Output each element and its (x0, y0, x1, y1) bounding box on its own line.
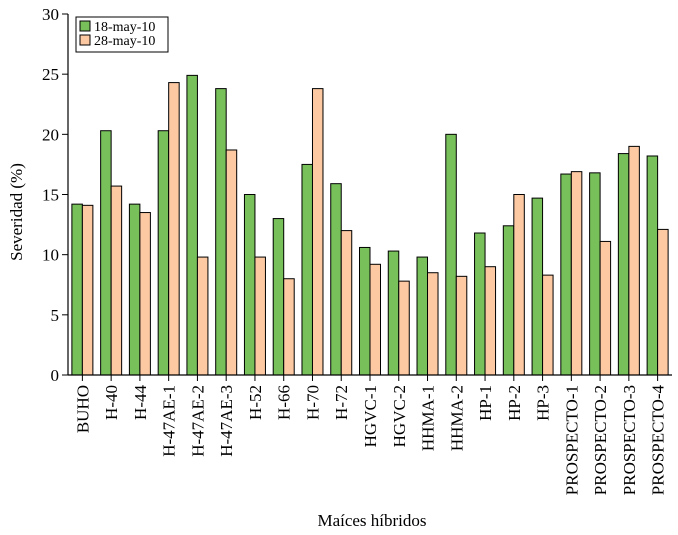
bar-28-may-10-H-40 (110, 185, 123, 376)
x-tick-label: H-52 (246, 385, 265, 420)
x-tick-label: HGVC-2 (390, 385, 409, 447)
bar-18-may-10-H-72 (330, 183, 342, 376)
bar-18-may-10-H-44 (128, 203, 141, 376)
bar-28-may-10-H-72 (340, 230, 353, 376)
x-tick-label: H-47AE-2 (188, 385, 207, 457)
y-tick-label: 0 (51, 366, 60, 385)
x-tick-label: H-66 (275, 385, 294, 420)
bar-28-may-10-HP-1 (484, 266, 497, 376)
bar-18-may-10-PROSPECTO-4 (646, 155, 659, 376)
bar-18-may-10-H-47AE-2 (186, 74, 198, 376)
x-tick-label: H-40 (102, 385, 121, 420)
x-tick-label: PROSPECTO-4 (649, 385, 668, 496)
bar-28-may-10-PROSPECTO-1 (570, 171, 583, 376)
x-tick-label: H-72 (332, 385, 351, 420)
x-tick-label: H-44 (131, 385, 150, 420)
bar-18-may-10-H-40 (100, 130, 112, 376)
legend-box (75, 16, 169, 53)
y-tick-label: 20 (42, 125, 59, 144)
bar-28-may-10-PROSPECTO-3 (628, 145, 640, 376)
bar-18-may-10-PROSPECTO-1 (560, 173, 572, 376)
bar-18-may-10-HGVC-1 (359, 246, 371, 376)
bar-18-may-10-H-52 (243, 194, 256, 376)
x-tick-label: H-70 (303, 385, 322, 420)
x-tick-label: HP-2 (505, 385, 524, 421)
bar-28-may-10-H-70 (311, 88, 324, 376)
bar-28-may-10-H-47AE-1 (168, 82, 180, 376)
bar-18-may-10-HP-2 (502, 225, 515, 376)
bar-18-may-10-HHMA-1 (416, 256, 429, 376)
x-tick-label: PROSPECTO-1 (562, 385, 581, 495)
x-tick-label: HHMA-1 (419, 385, 438, 451)
bar-28-may-10-PROSPECTO-4 (657, 228, 669, 376)
y-ticks-group: 0 5 10 15 20 25 30 (42, 5, 68, 385)
x-tick-label: H-47AE-1 (160, 385, 179, 457)
x-tick-label: H-47AE-3 (217, 385, 236, 457)
legend-swatch-28-may-10 (79, 34, 91, 46)
bar-18-may-10-HP-3 (531, 197, 544, 376)
bar-28-may-10-HHMA-2 (455, 275, 468, 376)
bar-28-may-10-H-47AE-3 (225, 149, 238, 376)
bar-28-may-10-H-44 (139, 212, 151, 376)
bar-18-may-10-H-66 (272, 218, 285, 376)
legend-label-28-may-10: 28-may-10 (94, 34, 155, 49)
bar-28-may-10-HHMA-1 (427, 272, 439, 376)
bar-18-may-10-HHMA-2 (445, 133, 457, 376)
bar-28-may-10-HGVC-2 (398, 280, 410, 376)
bar-28-may-10-H-47AE-2 (196, 256, 209, 376)
x-tick-label: HP-3 (534, 385, 553, 421)
bar-18-may-10-H-47AE-1 (157, 130, 170, 376)
x-tick-label: BUHO (73, 385, 92, 433)
x-tick-label: PROSPECTO-3 (620, 385, 639, 495)
bar-28-may-10-H-66 (283, 278, 295, 376)
y-tick-label: 30 (42, 5, 59, 24)
bar-18-may-10-H-70 (301, 163, 313, 376)
legend-swatch-18-may-10 (79, 20, 91, 32)
x-tick-label: PROSPECTO-2 (591, 385, 610, 495)
bar-28-may-10-HP-3 (542, 274, 554, 376)
bar-28-may-10-H-52 (254, 256, 266, 376)
x-ticks-group: BUHO H-40 H-44 H-47AE-1 H-47AE-2 H-47AE-3 H-52… (73, 375, 668, 496)
bar-18-may-10-PROSPECTO-3 (617, 153, 630, 376)
bars-group (71, 74, 669, 376)
y-tick-label: 10 (42, 246, 59, 265)
bar-18-may-10-PROSPECTO-2 (589, 172, 601, 376)
y-axis-label: Severidad (%) (7, 163, 26, 261)
bar-28-may-10-PROSPECTO-2 (599, 240, 612, 376)
x-tick-label: HP-1 (476, 385, 495, 421)
bar-18-may-10-HGVC-2 (387, 250, 400, 376)
bar-18-may-10-HP-1 (474, 232, 486, 376)
bar-28-may-10-HP-2 (513, 194, 525, 376)
y-tick-label: 25 (42, 65, 59, 84)
legend-label-18-may-10: 18-may-10 (94, 20, 155, 35)
bar-18-may-10-BUHO (71, 203, 83, 376)
bar-28-may-10-HGVC-1 (369, 263, 381, 376)
y-tick-label: 5 (51, 306, 60, 325)
x-tick-label: HHMA-2 (447, 385, 466, 451)
x-axis-label: Maíces híbridos (317, 511, 426, 530)
y-tick-label: 15 (42, 186, 59, 205)
x-tick-label: HGVC-1 (361, 385, 380, 447)
bar-18-may-10-H-47AE-3 (215, 88, 227, 376)
bar-28-may-10-BUHO (81, 204, 94, 376)
